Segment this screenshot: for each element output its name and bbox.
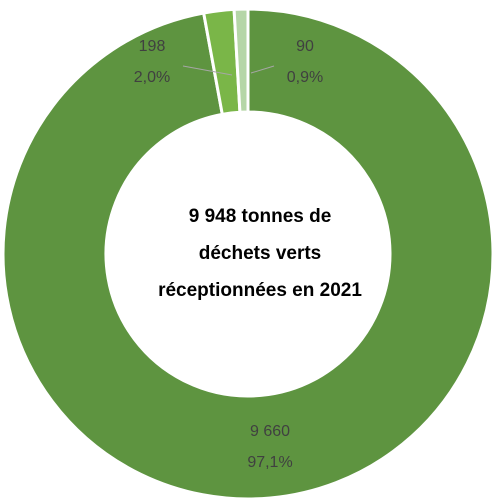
percent-label: 97,1%	[247, 454, 292, 471]
center-text: réceptionnées en 2021	[158, 280, 362, 301]
value-label: 90	[296, 38, 314, 55]
leader-line	[250, 65, 275, 74]
slices	[1, 7, 495, 499]
percent-label: 2,0%	[134, 69, 170, 86]
donut-slice	[1, 7, 495, 499]
value-label: 9 660	[250, 423, 290, 440]
percent-label: 0,9%	[287, 69, 323, 86]
leader-line	[182, 65, 233, 76]
center-text: 9 948 tonnes de	[189, 206, 332, 227]
center-text: déchets verts	[199, 243, 322, 264]
donut-slice	[232, 7, 250, 114]
value-label: 198	[139, 38, 166, 55]
